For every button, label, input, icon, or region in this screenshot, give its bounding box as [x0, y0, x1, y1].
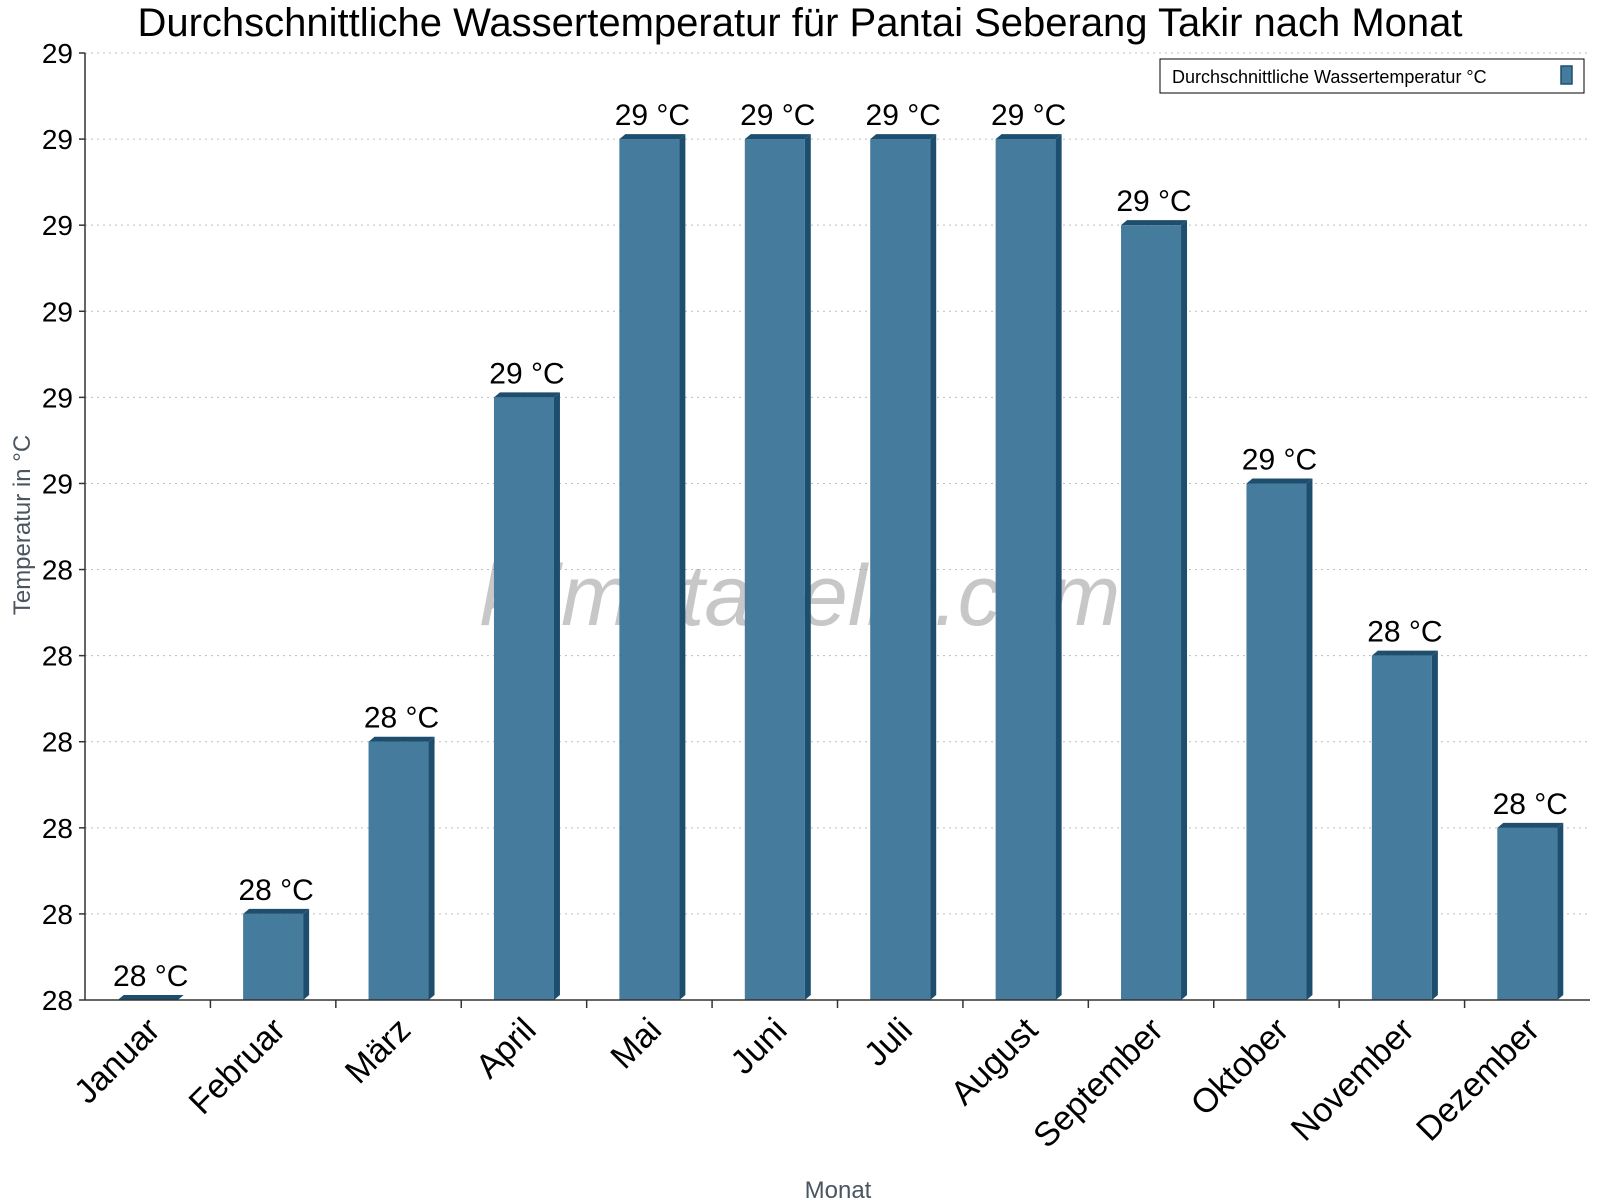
bar-front	[243, 913, 304, 1000]
data-label: 29 °C	[1116, 185, 1191, 218]
data-label: 29 °C	[866, 99, 941, 132]
data-label: 29 °C	[740, 99, 815, 132]
legend: Durchschnittliche Wassertemperatur °C	[1159, 58, 1585, 94]
bar-front	[1121, 225, 1182, 1000]
bar-top	[368, 736, 435, 742]
bar-side	[804, 134, 811, 1000]
data-label: 29 °C	[489, 357, 564, 390]
y-axis-title: Temperatur in °C	[9, 435, 36, 615]
data-label: 28 °C	[1367, 616, 1442, 649]
y-tick-labels: 28 28 28 28 28 28 29 29 29 29 29 29	[42, 38, 73, 1016]
bar-mai: 29 °C	[615, 99, 690, 1000]
data-label: 29 °C	[991, 99, 1066, 132]
y-tick-label: 28	[42, 641, 73, 672]
y-tick-label: 28	[42, 985, 73, 1016]
bar-front	[995, 139, 1056, 1000]
bar-top	[1371, 650, 1438, 656]
bar-front	[1497, 827, 1558, 1000]
y-tick-label: 28	[42, 899, 73, 930]
bar-top	[870, 134, 937, 140]
x-tick-label: Mai	[603, 1011, 669, 1077]
x-tick-label: September	[1026, 1011, 1170, 1155]
chart-title: Durchschnittliche Wassertemperatur für P…	[137, 1, 1462, 45]
y-tick-label: 29	[42, 296, 73, 327]
data-label: 28 °C	[1493, 788, 1568, 821]
bar-front	[1371, 655, 1432, 1000]
x-tick-label: November	[1284, 1011, 1422, 1149]
y-tick-label: 29	[42, 210, 73, 241]
bars: 28 °C 28 °C 28 °C 29 °C 29 °C 29 °C 29 °C 29 °C…	[113, 99, 1568, 1000]
bar-front	[619, 139, 680, 1000]
y-tick-label: 29	[42, 382, 73, 413]
bar-front	[368, 741, 429, 1000]
bar-dezember: 28 °C	[1493, 788, 1568, 1000]
bar-top	[995, 134, 1062, 140]
x-tick-label: August	[944, 1010, 1046, 1112]
bar-front	[870, 139, 931, 1000]
bar-top	[1497, 822, 1564, 828]
bar-top	[619, 134, 686, 140]
bar-side	[1431, 650, 1438, 1000]
axes	[79, 52, 1590, 1008]
bar-side	[930, 134, 937, 1000]
x-tick-label: April	[469, 1011, 544, 1086]
y-tick-label: 29	[42, 124, 73, 155]
y-tick-label: 29	[42, 38, 73, 69]
x-tick-labels: Januar Februar März April Mai Juni Juli AugustS…	[67, 1010, 1547, 1155]
bar-front	[1246, 483, 1307, 1000]
bar-september: 29 °C	[1116, 185, 1192, 1000]
bar-side	[679, 134, 686, 1000]
x-axis-title: Monat	[805, 1177, 872, 1200]
x-tick-label: Januar	[67, 1011, 167, 1111]
bar-januar: 28 °C	[113, 960, 188, 1000]
bar-side	[1181, 220, 1188, 1000]
bar-märz: 28 °C	[364, 702, 439, 1000]
x-tick-label: Oktober	[1184, 1011, 1296, 1123]
x-tick-label: März	[338, 1011, 418, 1091]
bar-side	[1557, 822, 1564, 1000]
y-tick-label: 29	[42, 468, 73, 499]
y-tick-label: 28	[42, 813, 73, 844]
data-label: 29 °C	[1242, 443, 1317, 476]
bar-juli: 29 °C	[866, 99, 941, 1000]
bar-top	[117, 995, 184, 1000]
bar-front	[493, 397, 554, 1000]
bar-oktober: 29 °C	[1242, 443, 1317, 1000]
bar-top	[243, 908, 310, 914]
bar-februar: 28 °C	[238, 874, 314, 1000]
grid-lines	[85, 52, 1590, 915]
bar-top	[493, 392, 560, 398]
bar-top	[744, 134, 811, 140]
y-tick-label: 28	[42, 727, 73, 758]
bar-side	[1055, 134, 1062, 1000]
bar-side	[553, 392, 560, 1000]
bar-side	[303, 908, 310, 1000]
bar-side	[1306, 478, 1313, 1000]
bar-top	[1246, 478, 1313, 484]
legend-swatch	[1560, 65, 1573, 85]
data-label: 28 °C	[364, 702, 439, 735]
bar-juni: 29 °C	[740, 99, 815, 1000]
bar-august: 29 °C	[991, 99, 1066, 1000]
bar-top	[1121, 220, 1188, 226]
legend-label: Durchschnittliche Wassertemperatur °C	[1172, 67, 1487, 87]
legend-box	[1159, 58, 1585, 94]
x-tick-label: Dezember	[1409, 1011, 1547, 1149]
bar-side	[428, 736, 435, 1000]
bar-april: 29 °C	[489, 357, 565, 1000]
data-label: 28 °C	[113, 960, 188, 993]
bar-front	[744, 139, 805, 1000]
y-tick-label: 28	[42, 555, 73, 586]
data-label: 29 °C	[615, 99, 690, 132]
bar-november: 28 °C	[1367, 616, 1443, 1000]
data-label: 28 °C	[238, 874, 313, 907]
x-tick-label: Juli	[857, 1011, 920, 1074]
x-tick-label: Februar	[182, 1011, 293, 1122]
x-tick-label: Juni	[723, 1011, 794, 1082]
